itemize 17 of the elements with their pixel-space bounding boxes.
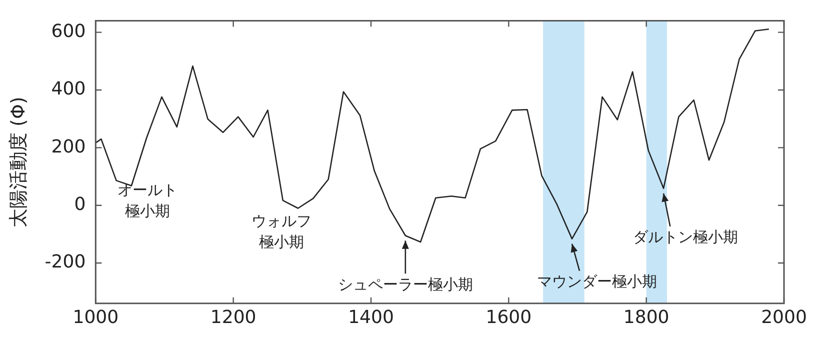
x-tick-label: 1800	[623, 306, 670, 328]
x-tick-label: 2000	[761, 306, 807, 328]
annotation: オールト極小期	[117, 181, 178, 220]
y-axis-title: 太陽活動度 (Φ)	[7, 96, 30, 228]
y-tick-label: -200	[44, 252, 86, 273]
y-tick-label: 0	[74, 194, 86, 216]
x-tick-label: 1600	[486, 306, 532, 328]
x-tick-label: 1200	[210, 306, 256, 328]
x-tick-label: 1000	[72, 306, 119, 328]
y-tick-label: 200	[51, 136, 86, 158]
y-tick-label: 600	[51, 21, 86, 42]
annotation: マウンダー極小期	[536, 272, 657, 291]
y-tick-label: 400	[51, 78, 86, 100]
x-tick-label: 1400	[348, 306, 394, 328]
annotation: ダルトン極小期	[633, 228, 738, 246]
annotation: ウォルフ極小期	[252, 212, 312, 252]
annotation: シュペーラー極小期	[338, 276, 473, 294]
